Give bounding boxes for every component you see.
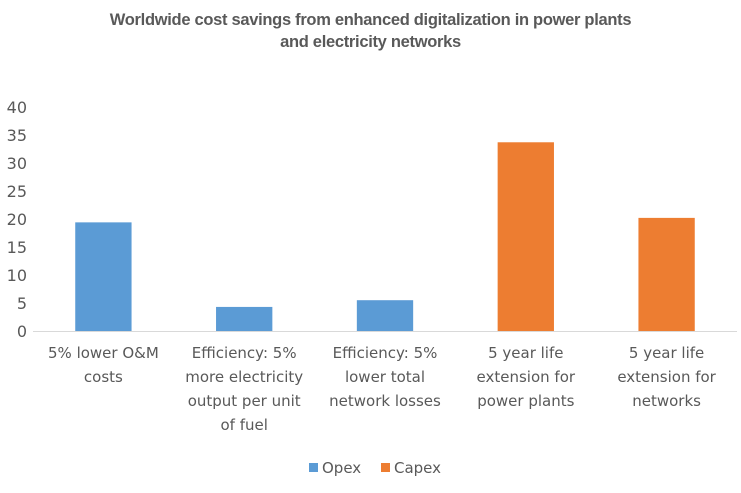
legend-item-opex: Opex [309,459,361,477]
bar-opex [75,222,132,331]
x-category-label: Efficiency: 5% more electricity output per… [185,344,303,434]
legend-item-capex: Capex [381,459,441,477]
y-tick-label: 20 [7,210,27,229]
category-labels: 5% lower O&M costs Efficiency: 5% more elec… [48,344,717,434]
y-tick-label: 25 [7,182,27,201]
x-category-label: 5% lower O&M costs [48,344,159,386]
y-tick-label: 40 [7,98,27,117]
bar-opex [356,300,414,331]
chart-title-line-1: Worldwide cost savings from enhanced dig… [109,11,632,29]
bar-capex [497,142,554,331]
bar-opex [216,306,273,331]
y-tick-label: 30 [7,154,27,173]
y-tick-label: 0 [17,322,27,341]
y-axis-ticks: 0 5 10 15 20 25 30 35 40 [7,98,27,341]
legend: Opex Capex [309,459,441,477]
legend-swatch [381,463,390,472]
x-category-label: 5 year life extension for networks [617,344,716,410]
y-tick-label: 15 [7,238,27,257]
bar-capex [638,217,695,331]
y-tick-label: 10 [7,266,27,285]
y-tick-label: 5 [17,294,27,313]
legend-label: Opex [322,459,361,477]
x-category-label: Efficiency: 5% lower total network losses [329,344,441,410]
y-tick-label: 35 [7,126,27,145]
bars [75,142,695,331]
chart-title-line-2: and electricity networks [280,33,461,51]
legend-swatch [309,463,318,472]
x-category-label: 5 year life extension for power plants [477,344,576,410]
legend-label: Capex [394,459,441,477]
chart-title: Worldwide cost savings from enhanced dig… [0,9,741,53]
